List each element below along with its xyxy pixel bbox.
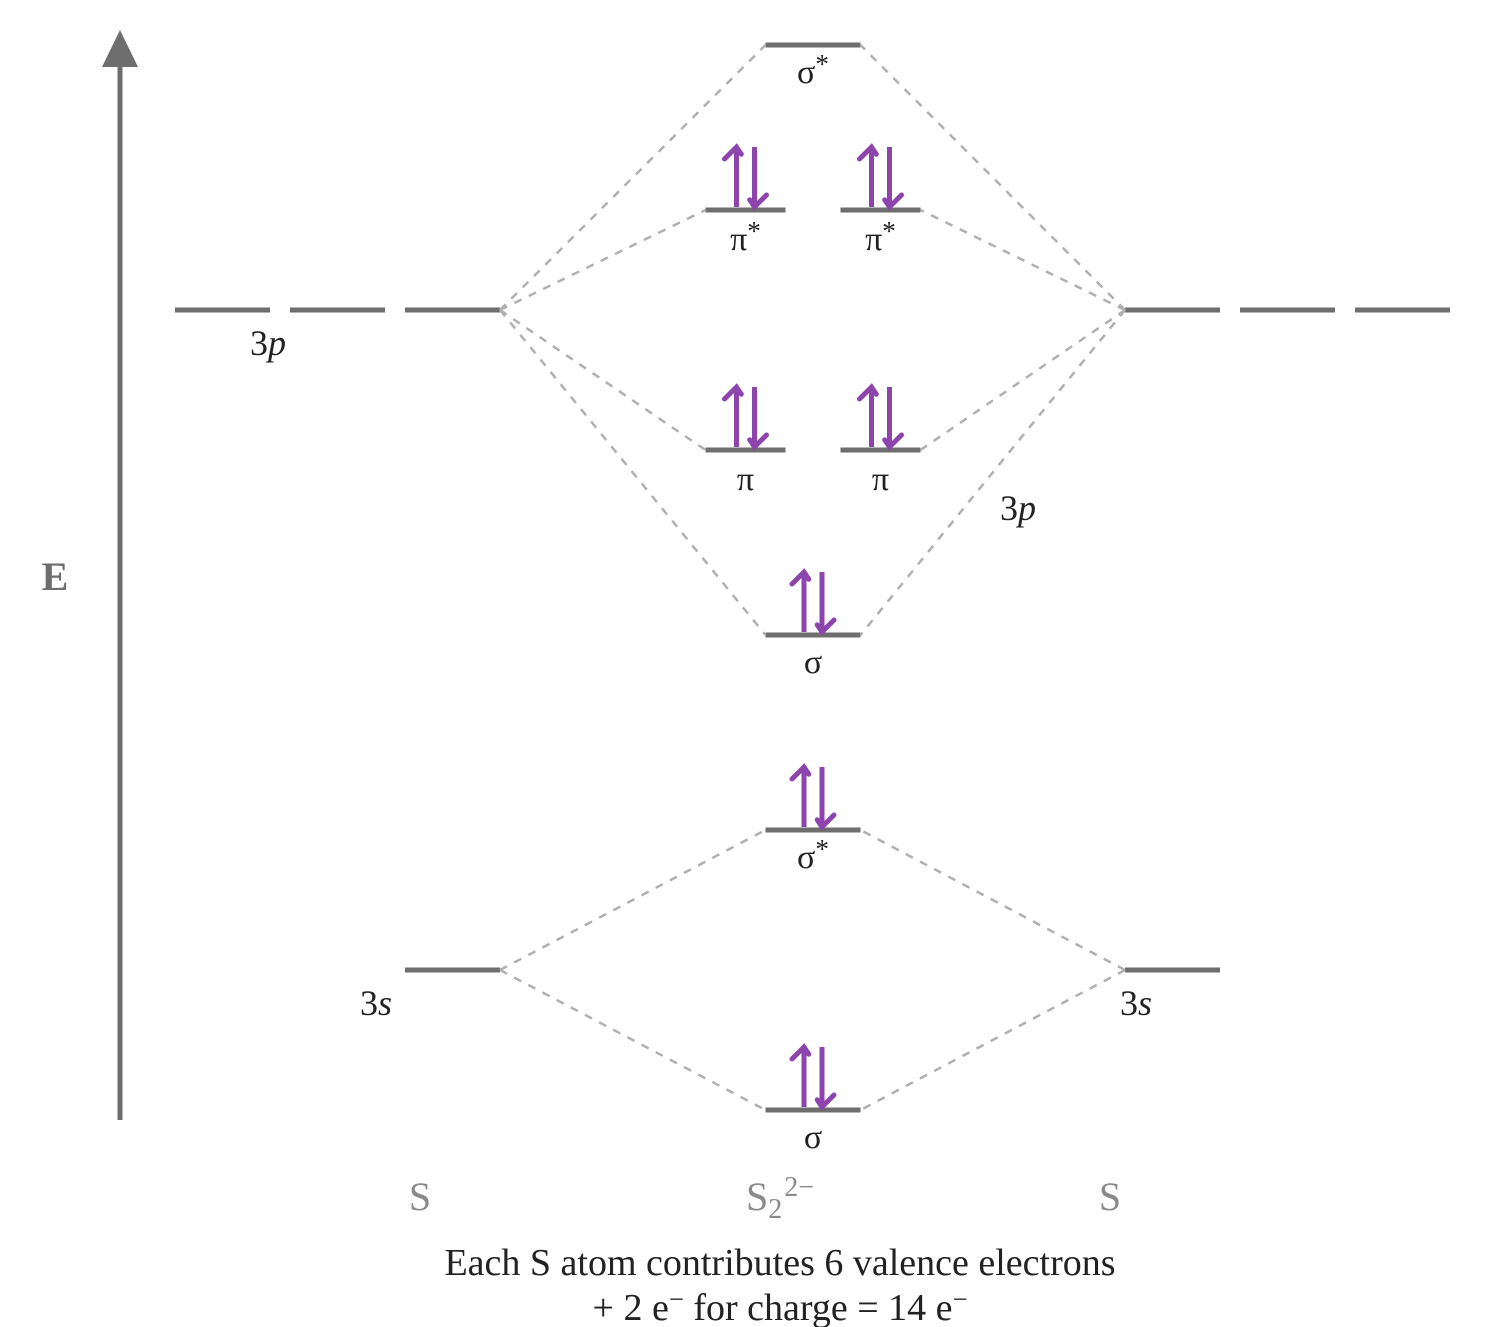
corr-left-3p-1 xyxy=(500,210,706,310)
corr-left-3s-1 xyxy=(500,970,766,1110)
ao-left-3s-label: 3s xyxy=(360,983,392,1023)
mo-pi-star-label-r: π* xyxy=(865,216,896,258)
corr-right-3s-1 xyxy=(861,970,1126,1110)
ao-right-3p-label: 3p xyxy=(1000,488,1036,528)
mo-diagram: E 3p 3p 3s 3s σ* π* π* π π σ σ* σ S S S22− Each S atom c… xyxy=(0,0,1500,1327)
mo-sigma-3p-label: σ xyxy=(804,644,822,681)
mo-pi-star-label-l: π* xyxy=(730,216,761,258)
footer-left-s: S xyxy=(409,1174,431,1219)
corr-right-3p-1 xyxy=(921,210,1126,310)
energy-axis-label: E xyxy=(42,554,69,599)
ao-right-3s-label: 3s xyxy=(1120,983,1152,1023)
mo-sigma-star-3p-label: σ* xyxy=(797,49,829,91)
footer-center-formula: S22− xyxy=(746,1172,814,1225)
ao-left-3p-label: 3p xyxy=(250,323,286,363)
mo-pi-label-l: π xyxy=(737,461,754,498)
mo-sigma-star-3s-label: σ* xyxy=(797,834,829,876)
corr-right-3p-2 xyxy=(921,310,1126,450)
caption-line1: Each S atom contributes 6 valence electr… xyxy=(444,1242,1115,1284)
corr-left-3p-0 xyxy=(500,45,766,310)
energy-axis-arrowhead xyxy=(102,30,138,67)
footer-right-s: S xyxy=(1099,1174,1121,1219)
corr-left-3p-2 xyxy=(500,310,706,450)
corr-right-3p-3 xyxy=(861,310,1126,635)
corr-left-3p-3 xyxy=(500,310,766,635)
mo-pi-label-r: π xyxy=(872,461,889,498)
corr-right-3s-0 xyxy=(861,830,1126,970)
corr-left-3s-0 xyxy=(500,830,766,970)
mo-sigma-3s-label: σ xyxy=(804,1119,822,1156)
corr-right-3p-0 xyxy=(861,45,1126,310)
caption-line2: + 2 e− for charge = 14 e− xyxy=(593,1284,968,1327)
